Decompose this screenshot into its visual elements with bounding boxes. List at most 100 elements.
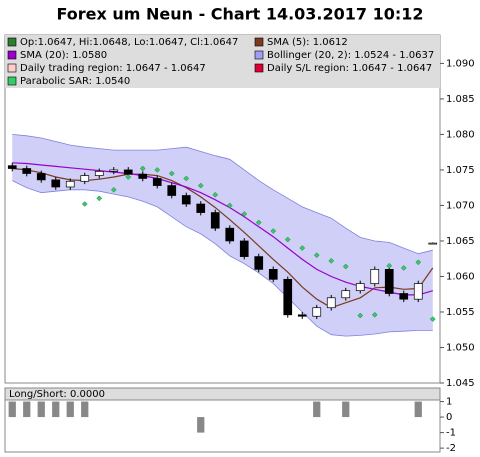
y-tick-label: 1.085 bbox=[446, 94, 475, 105]
subplot-area bbox=[4, 399, 441, 453]
sar-point bbox=[415, 259, 422, 266]
candle-body bbox=[152, 178, 162, 186]
legend-label: SMA (5): 1.0612 bbox=[267, 37, 348, 48]
sar-point bbox=[400, 265, 407, 271]
y-tick-label: 1.075 bbox=[446, 165, 475, 176]
sar-point bbox=[299, 245, 306, 251]
long-short-bar bbox=[342, 401, 350, 418]
y-tick-label: 1.055 bbox=[446, 307, 475, 318]
sar-point bbox=[96, 195, 103, 202]
candle-body bbox=[370, 269, 380, 284]
long-short-bar bbox=[8, 401, 16, 418]
sar-point bbox=[371, 311, 378, 318]
legend-label: Op:1.0647, Hi:1.0648, Lo:1.0647, Cl:1.06… bbox=[20, 37, 238, 48]
y-tick-label: 1.065 bbox=[446, 236, 475, 247]
y-tick-label: 1.070 bbox=[446, 200, 475, 211]
y-tick-label: 1.080 bbox=[446, 129, 475, 140]
sar-point bbox=[357, 312, 364, 319]
candle-body bbox=[326, 297, 336, 309]
long-short-bar bbox=[313, 401, 321, 418]
y-tick-label: 1.060 bbox=[446, 271, 475, 282]
sar-point bbox=[342, 263, 349, 270]
candle-body bbox=[225, 227, 235, 242]
sar-point bbox=[429, 316, 436, 322]
long-short-bar bbox=[81, 401, 89, 418]
long-short-bar bbox=[37, 401, 45, 418]
sar-point bbox=[197, 182, 204, 189]
legend-label: Daily trading region: 1.0647 - 1.0647 bbox=[20, 63, 206, 74]
candle-body bbox=[138, 173, 148, 179]
sar-point bbox=[139, 165, 146, 172]
sar-point bbox=[110, 186, 117, 193]
candle-body bbox=[355, 283, 365, 292]
candle-body bbox=[312, 307, 322, 317]
y-tick-label: 1.050 bbox=[446, 342, 475, 353]
sar-point bbox=[255, 219, 262, 226]
long-short-bar bbox=[414, 401, 422, 418]
sar-point bbox=[212, 191, 219, 198]
candle-body bbox=[51, 179, 61, 188]
sar-point bbox=[226, 202, 233, 209]
candle-body bbox=[297, 314, 307, 317]
candle-body bbox=[7, 165, 17, 169]
candle-body bbox=[80, 175, 90, 182]
sar-point bbox=[154, 167, 161, 173]
legend-swatch bbox=[254, 63, 264, 73]
candle-body bbox=[196, 203, 206, 213]
chart-title: Forex um Neun - Chart 14.03.2017 10:12 bbox=[56, 5, 423, 24]
candle-body bbox=[283, 278, 293, 316]
sar-point bbox=[284, 236, 291, 243]
candle-body bbox=[65, 180, 75, 188]
candle-body bbox=[413, 283, 423, 300]
legend-label: SMA (20): 1.0580 bbox=[20, 50, 107, 61]
candle-body bbox=[109, 169, 119, 172]
sar-point bbox=[386, 262, 393, 269]
legend-swatch bbox=[7, 37, 17, 47]
candle-body bbox=[384, 269, 394, 294]
legend-label: Bollinger (20, 2): 1.0524 - 1.0637 bbox=[267, 50, 434, 61]
sar-point bbox=[183, 175, 190, 182]
y-tick-label: -2 bbox=[446, 443, 456, 454]
legend-label: Parabolic SAR: 1.0540 bbox=[20, 76, 130, 87]
legend-box bbox=[5, 35, 440, 88]
candle-body bbox=[36, 173, 46, 181]
candle-body bbox=[94, 171, 104, 176]
candle-body bbox=[210, 212, 220, 229]
long-short-bar bbox=[23, 401, 31, 418]
sar-point bbox=[328, 257, 335, 264]
bollinger-upper bbox=[12, 134, 433, 255]
sar-point bbox=[125, 174, 132, 180]
long-short-bar bbox=[197, 417, 205, 433]
legend-swatch bbox=[7, 50, 17, 60]
legend-label: Daily S/L region: 1.0647 - 1.0647 bbox=[267, 63, 432, 74]
y-tick-label: 0 bbox=[446, 412, 452, 423]
subplot-label: Long/Short: 0.0000 bbox=[9, 389, 105, 400]
candle-body bbox=[239, 240, 249, 257]
candle-body bbox=[341, 290, 351, 299]
legend-swatch bbox=[7, 76, 17, 86]
candle-body bbox=[268, 269, 278, 280]
candle-body bbox=[181, 195, 191, 205]
y-tick-label: -1 bbox=[446, 428, 456, 439]
bollinger-lower bbox=[12, 180, 433, 337]
candle-body bbox=[428, 242, 438, 245]
candle-body bbox=[254, 256, 264, 270]
bollinger-band bbox=[12, 134, 433, 337]
long-short-bar bbox=[66, 401, 74, 418]
y-tick-label: 1.090 bbox=[446, 58, 475, 69]
candle-body bbox=[123, 169, 133, 175]
y-tick-label: 1 bbox=[446, 397, 452, 408]
legend-swatch bbox=[7, 63, 17, 73]
candle-body bbox=[399, 293, 409, 300]
sar-point bbox=[241, 211, 248, 217]
y-tick-label: 1.045 bbox=[446, 378, 475, 389]
sar-point bbox=[81, 201, 88, 207]
legend-swatch bbox=[254, 50, 264, 60]
candle-body bbox=[22, 168, 32, 174]
legend-swatch bbox=[254, 37, 264, 47]
sar-point bbox=[313, 252, 320, 259]
sar-point bbox=[168, 170, 175, 177]
plot-clip-group bbox=[7, 134, 438, 337]
